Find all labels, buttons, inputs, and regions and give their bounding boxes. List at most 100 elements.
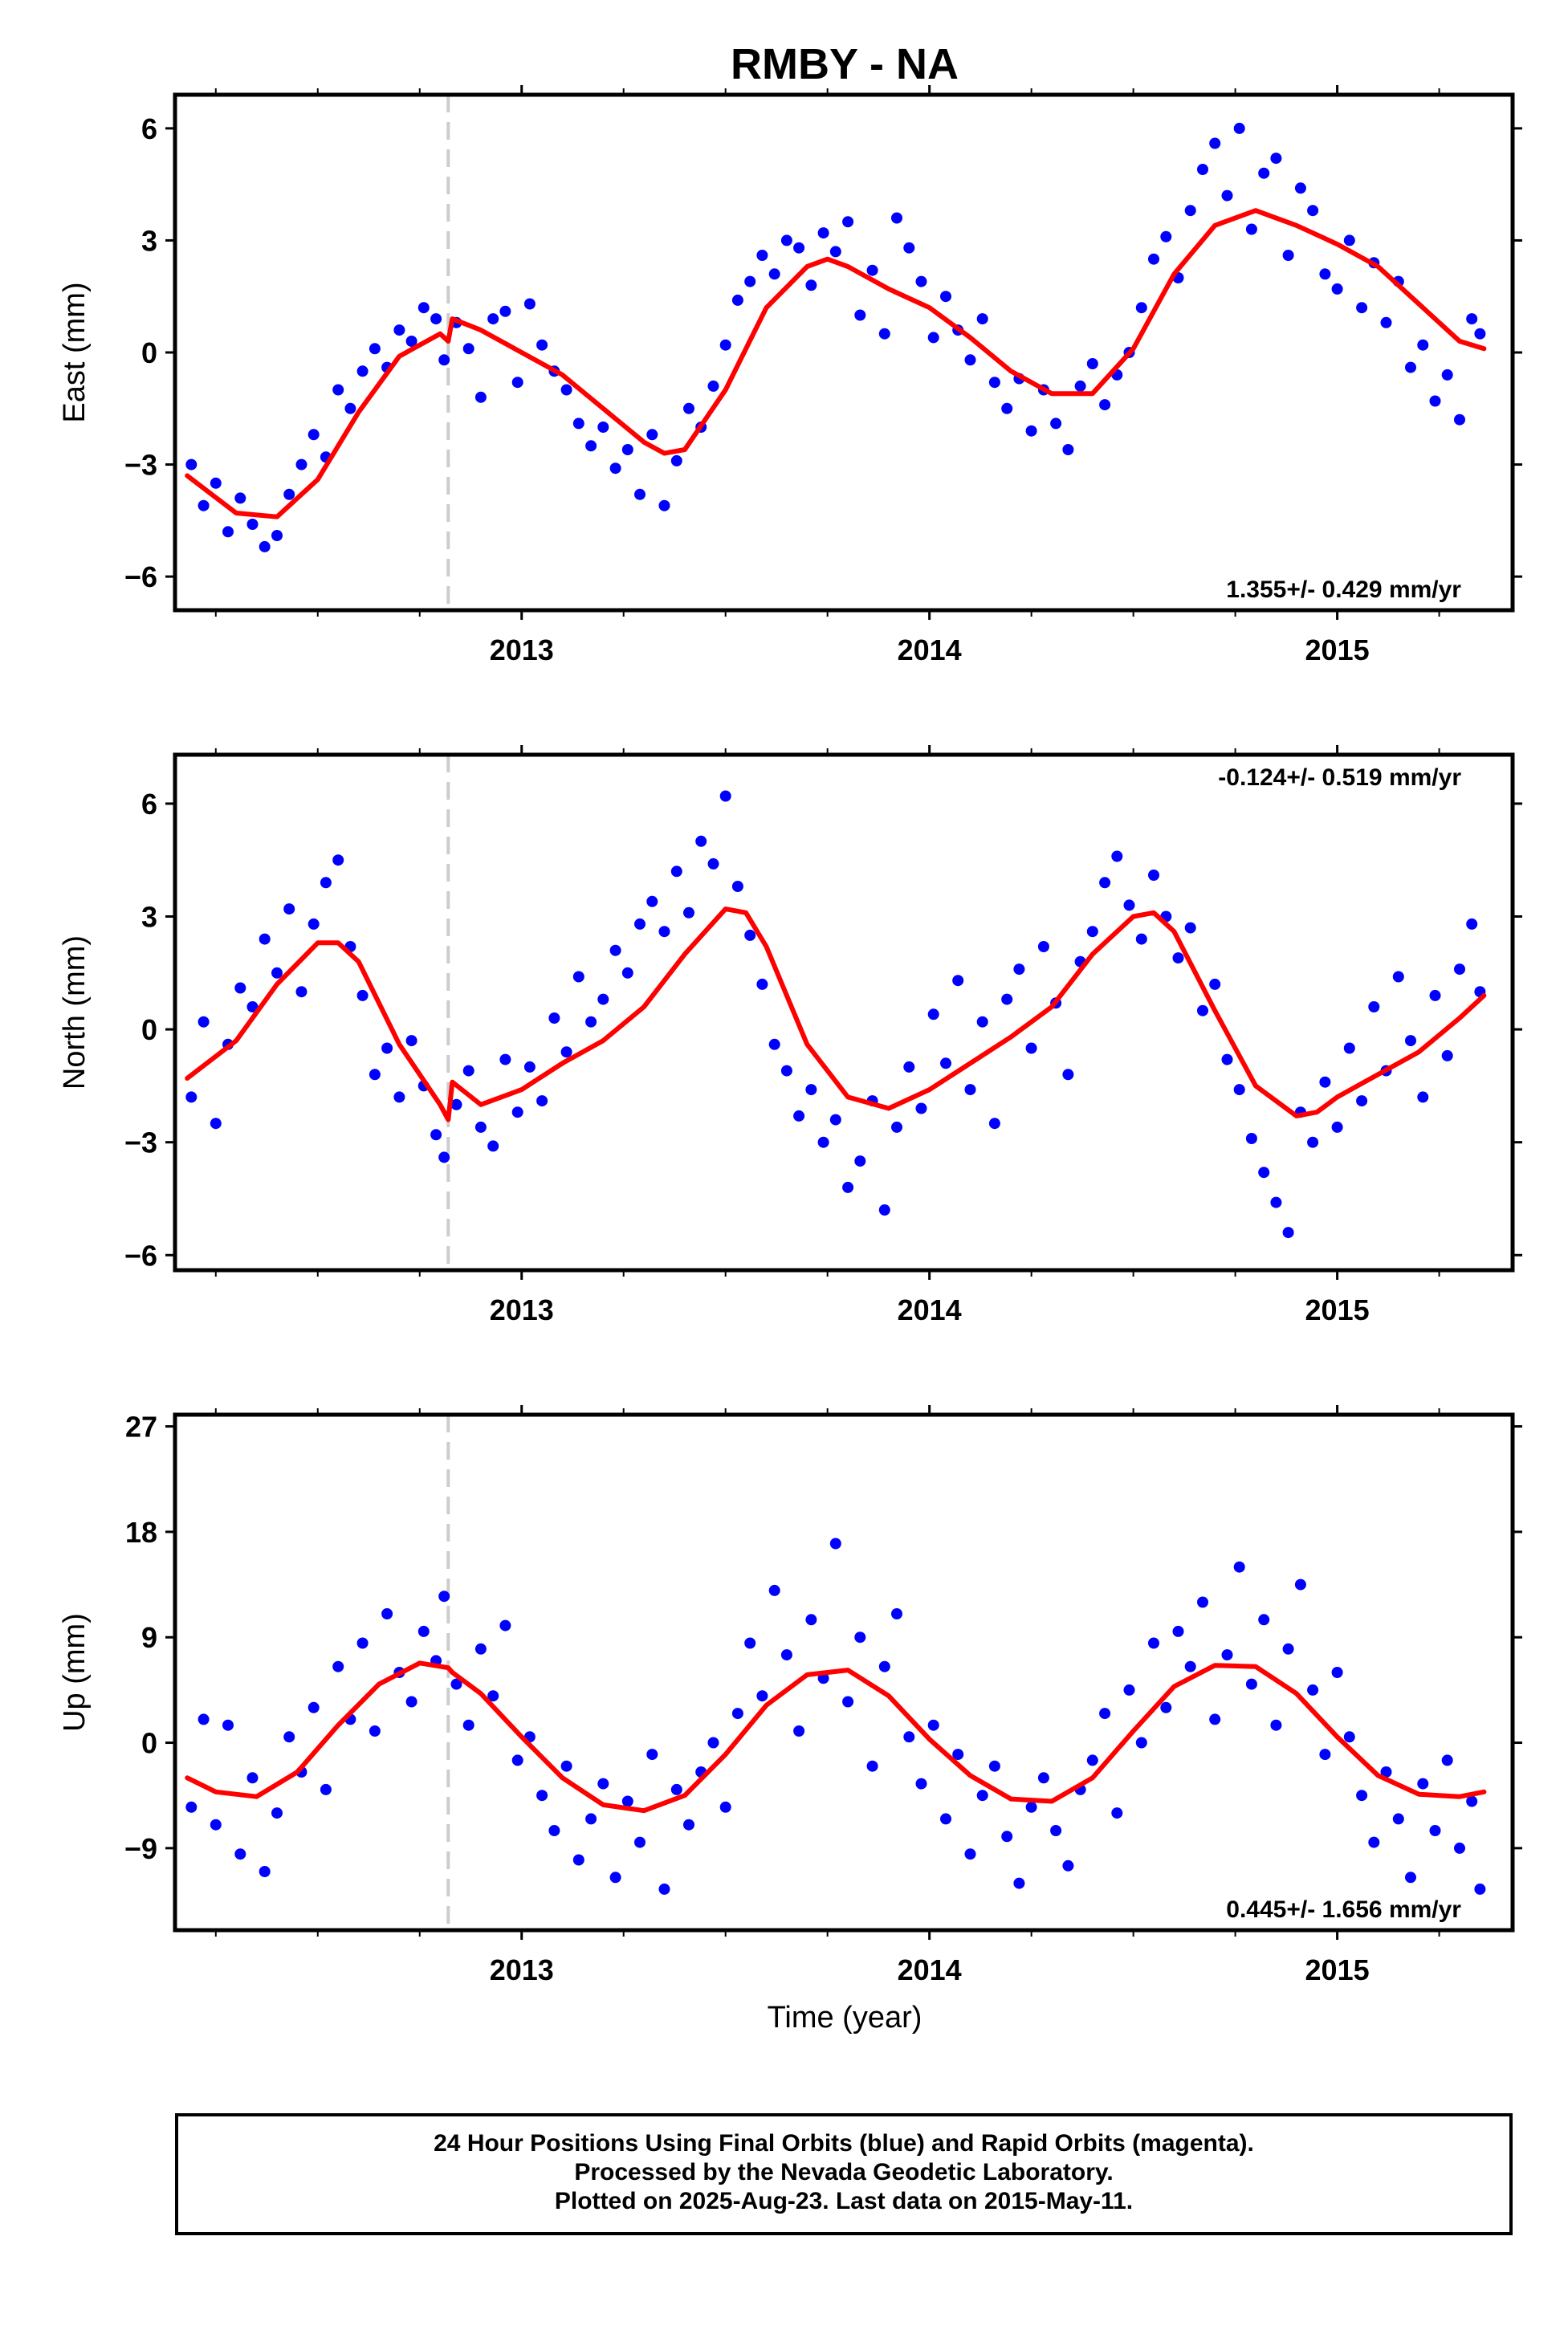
data-point [1184,205,1196,217]
data-point [1172,952,1184,964]
data-points [185,122,1486,552]
data-point [1343,1042,1355,1054]
data-point [511,1106,523,1118]
data-point [1466,918,1478,930]
data-point [462,1719,474,1731]
data-point [548,1012,560,1024]
data-point [369,343,381,355]
data-point [1405,1872,1416,1884]
data-point [438,1151,450,1163]
data-point [1013,1877,1025,1889]
x-tick-label: 2015 [1305,1293,1370,1326]
data-point [332,384,344,396]
data-point [210,1819,222,1831]
data-point [658,1883,670,1895]
data-point [1429,1825,1441,1836]
data-point [670,866,682,878]
data-point [1417,1091,1429,1103]
data-point [1441,369,1453,381]
data-point [1209,137,1221,149]
data-point [572,971,584,983]
y-tick-label: 0 [141,336,157,369]
data-point [1050,1825,1062,1836]
data-point [560,384,572,396]
data-point [1135,302,1147,314]
data-point [646,1749,658,1761]
data-point [927,332,939,344]
data-point [1111,850,1123,862]
y-tick-label: 0 [141,1727,157,1760]
data-point [1221,189,1233,202]
data-point [405,1035,417,1047]
data-point [198,499,210,511]
data-point [756,250,768,261]
data-point [878,1660,890,1672]
data-point [356,365,369,377]
y-tick-label: −3 [124,449,157,482]
data-point [756,978,768,990]
data-point [417,1625,430,1637]
data-point [621,444,633,455]
data-point [683,906,694,919]
data-point [1270,153,1282,165]
panel-1: −6 −3 0 3 6 2013 2014 2015 East (mm) 1.355+/- 0.4… [58,85,1522,666]
data-point [381,1042,393,1054]
model-fit-line [185,208,1487,519]
data-point [866,264,878,276]
data-point [903,1731,915,1743]
velocity-rate-label: 0.445+/- 1.656 mm/yr [1226,1896,1461,1923]
data-point [585,1813,597,1825]
data-point [793,1110,805,1122]
data-point [548,1825,560,1836]
data-point [976,313,988,325]
data-point [1099,399,1111,411]
data-point [523,1061,536,1073]
data-point [719,1801,731,1813]
data-point [1282,1643,1294,1655]
data-point [1282,250,1294,261]
data-point [1474,328,1486,340]
velocity-rate-label: 1.355+/- 0.429 mm/yr [1226,576,1461,603]
y-tick-label: 27 [125,1411,157,1444]
data-point [474,1643,487,1655]
data-point [1209,978,1221,990]
data-point [842,1696,854,1708]
y-tick-label: 0 [141,1013,157,1046]
data-point [1454,1842,1465,1854]
data-point [1135,933,1147,945]
data-point [259,540,271,552]
data-point [1233,1561,1245,1573]
data-point [536,339,548,351]
data-point [891,1608,902,1619]
data-point [523,298,536,310]
data-point [1074,380,1086,392]
data-point [915,1778,927,1790]
data-point [307,1701,320,1713]
data-point [344,402,356,414]
x-axis-label: Time (year) [768,2001,922,2035]
data-point [536,1095,548,1107]
data-point [964,1848,976,1860]
data-point [332,854,344,866]
data-point [511,377,523,389]
data-point [487,313,499,325]
data-point [185,1801,198,1813]
data-point [744,1637,756,1649]
data-point [768,1038,780,1050]
data-point [430,313,442,325]
data-point [1405,361,1416,373]
data-point [369,1725,381,1737]
data-point [307,918,320,930]
data-point [1013,963,1025,976]
data-point [878,1204,890,1216]
data-point [793,1725,805,1737]
data-point [731,881,743,892]
data-point [1380,1766,1392,1778]
data-point [1233,1084,1245,1096]
data-point [474,1121,487,1133]
data-point [1307,205,1319,217]
data-point [1429,395,1441,407]
data-point [1392,971,1404,983]
data-point [658,499,670,511]
data-point [842,216,854,228]
